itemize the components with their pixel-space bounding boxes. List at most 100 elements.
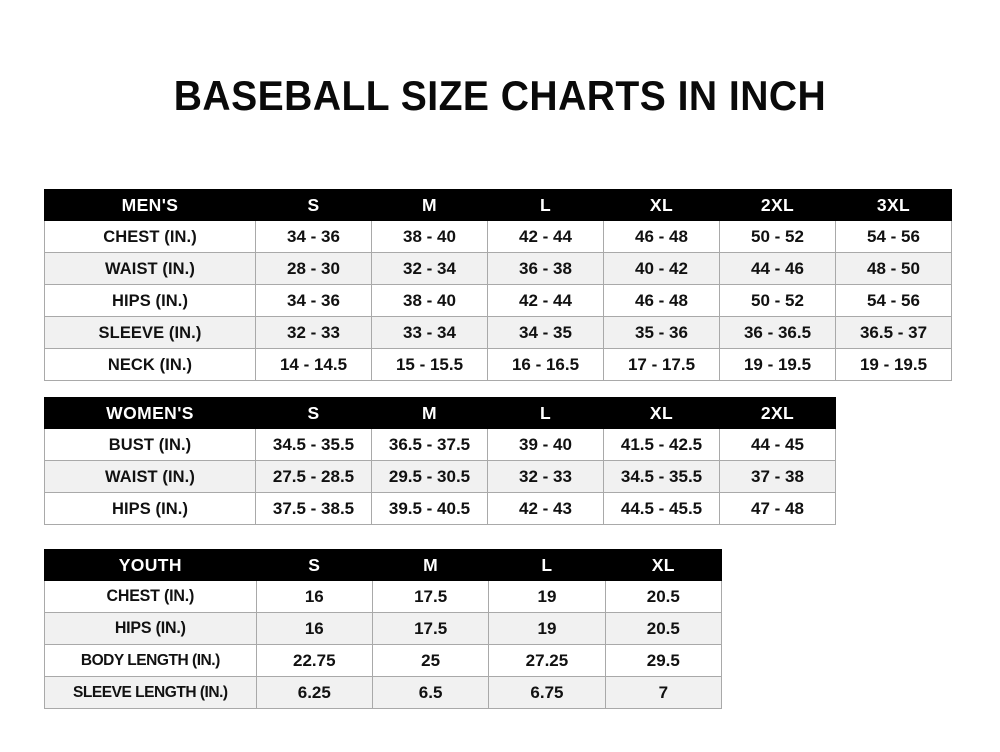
row-label: SLEEVE (IN.) <box>44 316 256 349</box>
measurement-cell: 50 - 52 <box>719 220 836 253</box>
page-title: BASEBALL SIZE CHARTS IN INCH <box>173 72 827 119</box>
measurement-cell: 19 <box>488 612 606 645</box>
row-label-text: CHEST (IN.) <box>103 226 197 246</box>
measurement-cell: 32 - 34 <box>371 252 488 285</box>
row-label: SLEEVE LENGTH (IN.) <box>44 676 257 709</box>
measurement-cell: 42 - 43 <box>487 492 604 525</box>
table-row: HIPS (IN.) 37.5 - 38.5 39.5 - 40.5 42 - 43 4… <box>44 492 836 525</box>
table-header-row: YOUTH S M L XL <box>44 549 723 581</box>
measurement-cell: 42 - 44 <box>487 284 604 317</box>
size-header-l: L <box>488 549 606 581</box>
measurement-cell: 29.5 - 30.5 <box>371 460 488 493</box>
measurement-cell: 25 <box>371 644 490 677</box>
measurement-cell: 17.5 <box>371 612 490 645</box>
measurement-cell: 46 - 48 <box>603 220 720 253</box>
row-label: HIPS (IN.) <box>44 492 256 525</box>
measurement-cell: 17.5 <box>371 580 490 613</box>
measurement-cell: 39.5 - 40.5 <box>371 492 488 525</box>
measurement-cell: 37.5 - 38.5 <box>255 492 372 525</box>
measurement-cell: 19 - 19.5 <box>835 348 952 381</box>
row-label-text: SLEEVE LENGTH (IN.) <box>73 683 228 701</box>
measurement-cell: 36 - 38 <box>487 252 604 285</box>
size-header-2xl: 2XL <box>719 189 836 221</box>
size-header-m: M <box>371 189 488 221</box>
womens-size-table: WOMEN'S S M L XL 2XL BUST (IN.) 34.5 - 35.5 36.5… <box>44 397 836 525</box>
measurement-cell: 50 - 52 <box>719 284 836 317</box>
row-label: CHEST (IN.) <box>44 220 256 253</box>
measurement-cell: 44 - 46 <box>719 252 836 285</box>
size-header-2xl: 2XL <box>719 397 836 429</box>
size-header-s: S <box>255 189 372 221</box>
table-row: BUST (IN.) 34.5 - 35.5 36.5 - 37.5 39 - 40 4… <box>44 428 836 461</box>
measurement-cell: 29.5 <box>604 644 723 677</box>
measurement-cell: 6.5 <box>371 676 490 709</box>
measurement-cell: 15 - 15.5 <box>371 348 488 381</box>
row-label-text: HIPS (IN.) <box>114 619 186 637</box>
measurement-cell: 38 - 40 <box>371 284 488 317</box>
measurement-cell: 22.75 <box>255 644 373 677</box>
measurement-cell: 46 - 48 <box>603 284 720 317</box>
measurement-cell: 7 <box>604 676 723 709</box>
measurement-cell: 27.25 <box>488 644 606 677</box>
category-header-womens: WOMEN'S <box>44 397 256 429</box>
size-header-s: S <box>255 549 373 581</box>
measurement-cell: 33 - 34 <box>371 316 488 349</box>
table-row: BODY LENGTH (IN.) 22.75 25 27.25 29.5 <box>44 644 723 677</box>
measurement-cell: 14 - 14.5 <box>255 348 372 381</box>
measurement-cell: 44 - 45 <box>719 428 836 461</box>
size-header-l: L <box>487 189 604 221</box>
measurement-cell: 32 - 33 <box>487 460 604 493</box>
row-label-text: NECK (IN.) <box>107 354 193 374</box>
table-row: SLEEVE (IN.) 32 - 33 33 - 34 34 - 35 35 - 36… <box>44 316 952 349</box>
row-label-text: HIPS (IN.) <box>111 498 189 518</box>
table-row: WAIST (IN.) 28 - 30 32 - 34 36 - 38 40 - 42 4… <box>44 252 952 285</box>
size-header-m: M <box>371 397 488 429</box>
row-label: BODY LENGTH (IN.) <box>44 644 257 677</box>
measurement-cell: 38 - 40 <box>371 220 488 253</box>
measurement-cell: 27.5 - 28.5 <box>255 460 372 493</box>
measurement-cell: 44.5 - 45.5 <box>603 492 720 525</box>
measurement-cell: 36 - 36.5 <box>719 316 836 349</box>
row-label-text: WAIST (IN.) <box>105 258 195 278</box>
row-label: CHEST (IN.) <box>44 580 257 613</box>
table-header-row: WOMEN'S S M L XL 2XL <box>44 397 836 429</box>
measurement-cell: 34 - 35 <box>487 316 604 349</box>
measurement-cell: 28 - 30 <box>255 252 372 285</box>
measurement-cell: 20.5 <box>604 580 723 613</box>
table-row: NECK (IN.) 14 - 14.5 15 - 15.5 16 - 16.5 17 … <box>44 348 952 381</box>
measurement-cell: 36.5 - 37 <box>835 316 952 349</box>
row-label-text: CHEST (IN.) <box>106 587 195 605</box>
measurement-cell: 54 - 56 <box>835 284 952 317</box>
row-label-text: HIPS (IN.) <box>111 290 189 310</box>
table-row: SLEEVE LENGTH (IN.) 6.25 6.5 6.75 7 <box>44 676 723 709</box>
measurement-cell: 16 <box>255 612 373 645</box>
measurement-cell: 34.5 - 35.5 <box>255 428 372 461</box>
measurement-cell: 40 - 42 <box>603 252 720 285</box>
measurement-cell: 6.75 <box>488 676 606 709</box>
size-header-xl: XL <box>604 549 723 581</box>
row-label: WAIST (IN.) <box>44 252 256 285</box>
measurement-cell: 32 - 33 <box>255 316 372 349</box>
category-header-mens: MEN'S <box>44 189 256 221</box>
row-label-text: BUST (IN.) <box>108 434 192 454</box>
measurement-cell: 54 - 56 <box>835 220 952 253</box>
row-label: BUST (IN.) <box>44 428 256 461</box>
row-label-text: SLEEVE (IN.) <box>98 322 202 342</box>
measurement-cell: 47 - 48 <box>719 492 836 525</box>
measurement-cell: 6.25 <box>255 676 373 709</box>
measurement-cell: 34 - 36 <box>255 220 372 253</box>
row-label: HIPS (IN.) <box>44 612 257 645</box>
table-row: CHEST (IN.) 34 - 36 38 - 40 42 - 44 46 - 48 5… <box>44 220 952 253</box>
size-header-l: L <box>487 397 604 429</box>
measurement-cell: 41.5 - 42.5 <box>603 428 720 461</box>
youth-size-table: YOUTH S M L XL CHEST (IN.) 16 17.5 19 20.5 HIPS (I… <box>44 549 723 709</box>
row-label-text: BODY LENGTH (IN.) <box>80 651 220 669</box>
measurement-cell: 48 - 50 <box>835 252 952 285</box>
category-header-youth: YOUTH <box>44 549 257 581</box>
measurement-cell: 16 - 16.5 <box>487 348 604 381</box>
table-row: WAIST (IN.) 27.5 - 28.5 29.5 - 30.5 32 - 33… <box>44 460 836 493</box>
measurement-cell: 36.5 - 37.5 <box>371 428 488 461</box>
measurement-cell: 37 - 38 <box>719 460 836 493</box>
size-header-3xl: 3XL <box>835 189 952 221</box>
